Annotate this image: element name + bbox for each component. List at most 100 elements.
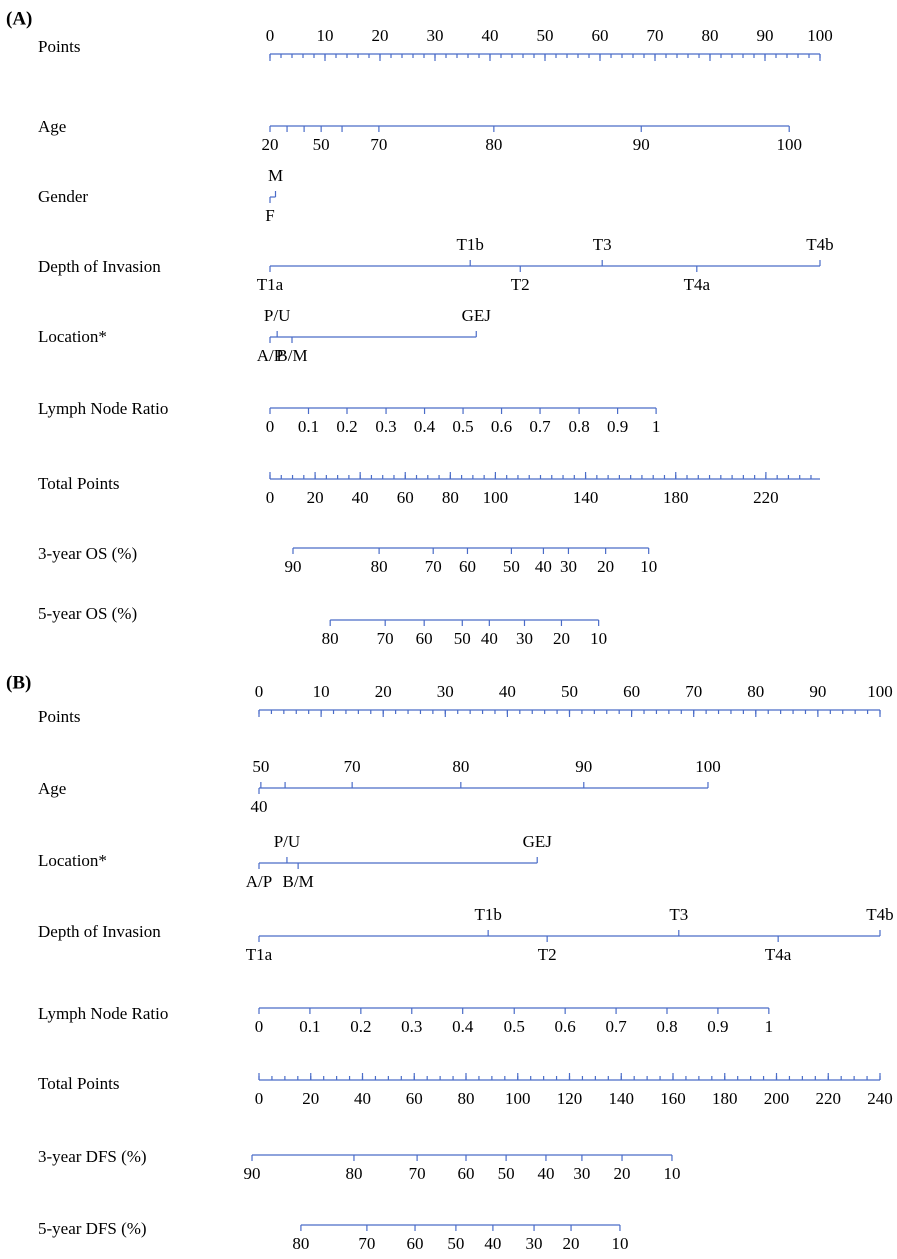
tick-label: 90 [284,557,301,576]
tick-label: 60 [623,682,640,701]
tick-label: 0 [266,417,275,436]
tick-label: 0 [266,488,275,507]
row-label: Total Points [38,1074,119,1093]
tick-label: 200 [764,1089,790,1108]
tick-label: 120 [557,1089,583,1108]
tick-label: 0.9 [707,1017,728,1036]
tick-label: 100 [807,26,833,45]
tick-label: 80 [458,1089,475,1108]
tick-label: 80 [345,1164,362,1183]
row-label: Depth of Invasion [38,257,161,276]
tick-label: 30 [526,1234,543,1253]
tick-label: 20 [563,1234,580,1253]
tick-label: 50 [447,1234,464,1253]
row-label: Gender [38,187,88,206]
tick-label: 10 [663,1164,680,1183]
row-label: Age [38,779,66,798]
tick-label: 0 [266,26,275,45]
tick-label: 1 [765,1017,774,1036]
tick-label: 160 [660,1089,686,1108]
tick-label: 40 [499,682,516,701]
tick-label: 100 [695,757,721,776]
row-label: 3-year OS (%) [38,544,137,563]
tick-label: 80 [371,557,388,576]
tick-label: 20 [372,26,389,45]
tick-label: 20 [597,557,614,576]
tick-label: 220 [816,1089,842,1108]
tick-label: 80 [747,682,764,701]
tick-label: 10 [640,557,657,576]
tick-label: T2 [538,945,557,964]
tick-label: 20 [375,682,392,701]
row-label: Lymph Node Ratio [38,1004,168,1023]
tick-label: T3 [669,905,688,924]
tick-label: 100 [776,135,802,154]
tick-label: 0.8 [568,417,589,436]
tick-label: 60 [459,557,476,576]
tick-label: 0.2 [336,417,357,436]
tick-label: 0.8 [656,1017,677,1036]
tick-label: 40 [481,629,498,648]
row-label: 5-year OS (%) [38,604,137,623]
tick-label: A/P [246,872,272,891]
tick-label: 30 [516,629,533,648]
tick-label: 10 [611,1234,628,1253]
tick-label: 40 [251,797,268,816]
tick-label: 30 [427,26,444,45]
tick-label: 70 [409,1164,426,1183]
tick-label: 140 [609,1089,635,1108]
tick-label: 90 [575,757,592,776]
tick-label: T1a [246,945,273,964]
tick-label: 60 [416,629,433,648]
tick-label: 80 [452,757,469,776]
tick-label: 90 [244,1164,261,1183]
tick-label: 0.7 [529,417,551,436]
tick-label: 0.1 [298,417,319,436]
tick-label: 0 [255,682,264,701]
tick-label: 20 [307,488,324,507]
tick-label: 70 [344,757,361,776]
tick-label: 0.1 [299,1017,320,1036]
tick-label: 100 [505,1089,531,1108]
row-label: Points [38,707,81,726]
tick-label: 1 [652,417,661,436]
tick-label: 70 [425,557,442,576]
tick-label: 90 [633,135,650,154]
tick-label: 50 [454,629,471,648]
tick-label: 50 [561,682,578,701]
tick-label: 20 [614,1164,631,1183]
tick-label: 0.9 [607,417,628,436]
tick-label: T2 [511,275,530,294]
tick-label: 180 [712,1089,738,1108]
tick-label: 50 [503,557,520,576]
tick-label: 0 [255,1017,264,1036]
tick-label: GEJ [462,306,492,325]
tick-label: 40 [354,1089,371,1108]
tick-label: 10 [317,26,334,45]
row-label: 5-year DFS (%) [38,1219,147,1238]
tick-label: T4a [684,275,711,294]
tick-label: 30 [573,1164,590,1183]
row-label: Location* [38,327,107,346]
tick-label: 30 [437,682,454,701]
tick-label: 0.4 [414,417,436,436]
row-label: Total Points [38,474,119,493]
tick-label: 240 [867,1089,893,1108]
tick-label: 80 [485,135,502,154]
tick-label: 40 [484,1234,501,1253]
tick-label: T1b [474,905,501,924]
tick-label: 0.5 [452,417,473,436]
tick-label: 10 [590,629,607,648]
tick-label: T1a [257,275,284,294]
tick-label: 50 [498,1164,515,1183]
tick-label: 0.2 [350,1017,371,1036]
tick-label: 80 [322,629,339,648]
tick-label: B/M [276,346,307,365]
tick-label: 180 [663,488,689,507]
tick-label: 0.3 [401,1017,422,1036]
tick-label: 60 [397,488,414,507]
tick-label: 60 [458,1164,475,1183]
row-label: Age [38,117,66,136]
tick-label: 0.4 [452,1017,474,1036]
